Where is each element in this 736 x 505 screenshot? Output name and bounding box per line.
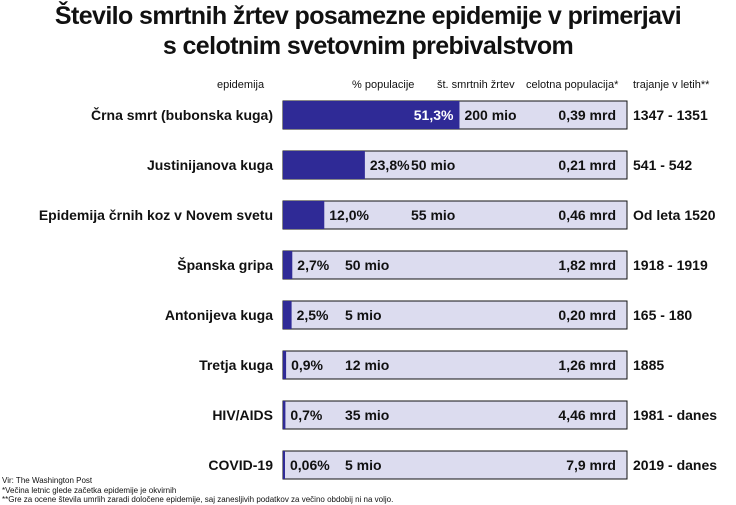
deaths-label: 35 mio	[345, 407, 389, 423]
percent-label: 0,06%	[290, 457, 330, 473]
source-note: Vir: The Washington Post	[2, 476, 93, 485]
percent-label: 0,7%	[290, 407, 322, 423]
category-label: Epidemija črnih koz v Novem svetu	[39, 207, 273, 223]
header-population: celotna populacija*	[526, 79, 619, 91]
footnote-1: *Večina letnic glede začetka epidemije j…	[2, 486, 177, 495]
deaths-label: 12 mio	[345, 357, 389, 373]
bar-fill	[283, 451, 285, 479]
percent-label: 23,8%	[370, 157, 410, 173]
deaths-label: 5 mio	[345, 307, 382, 323]
chart-title-line-2: s celotnim svetovnim prebivalstvom	[162, 32, 574, 60]
population-label: 7,9 mrd	[566, 457, 616, 473]
duration-label: 1918 - 1919	[633, 257, 708, 273]
population-label: 0,39 mrd	[558, 107, 616, 123]
category-label: Justinijanova kuga	[147, 157, 273, 173]
percent-label: 51,3%	[414, 107, 454, 123]
duration-label: 165 - 180	[633, 307, 692, 323]
deaths-label: 5 mio	[345, 457, 382, 473]
deaths-label: 55 mio	[411, 207, 455, 223]
percent-label: 0,9%	[291, 357, 323, 373]
category-label: Španska gripa	[177, 256, 273, 273]
header-epidemic: epidemija	[217, 79, 265, 91]
category-label: Tretja kuga	[199, 357, 273, 373]
bar-fill	[283, 251, 293, 279]
bar-fill	[283, 301, 292, 329]
bar-fill	[283, 351, 287, 379]
duration-label: 1347 - 1351	[633, 107, 708, 123]
bar-fill	[283, 101, 460, 129]
bar-background	[282, 400, 628, 430]
deaths-label: 50 mio	[411, 157, 455, 173]
deaths-label: 50 mio	[345, 257, 389, 273]
category-label: HIV/AIDS	[212, 407, 273, 423]
duration-label: 541 - 542	[633, 157, 692, 173]
category-label: COVID-19	[208, 457, 273, 473]
chart-title-line-1: Število smrtnih žrtev posamezne epidemij…	[54, 2, 682, 30]
footnote-2: **Gre za ocene števila umrlih zaradi dol…	[2, 495, 394, 504]
duration-label: 1981 - danes	[633, 407, 717, 423]
category-label: Črna smrt (bubonska kuga)	[91, 106, 273, 123]
deaths-label: 200 mio	[464, 107, 516, 123]
population-label: 1,82 mrd	[558, 257, 616, 273]
bar-fill	[283, 401, 286, 429]
population-label: 1,26 mrd	[558, 357, 616, 373]
bar-background	[282, 200, 628, 230]
header-duration: trajanje v letih**	[633, 79, 710, 91]
header-deaths: št. smrtnih žrtev	[437, 79, 515, 91]
category-label: Antonijeva kuga	[165, 307, 273, 323]
percent-label: 12,0%	[329, 207, 369, 223]
bar-fill	[283, 151, 365, 179]
duration-label: Od leta 1520	[633, 207, 716, 223]
header-percent: % populacije	[352, 79, 415, 91]
percent-label: 2,5%	[297, 307, 329, 323]
bar-fill	[283, 201, 325, 229]
population-label: 4,46 mrd	[558, 407, 616, 423]
percent-label: 2,7%	[297, 257, 329, 273]
population-label: 0,46 mrd	[558, 207, 616, 223]
duration-label: 2019 - danes	[633, 457, 717, 473]
bar-background	[282, 350, 628, 380]
bar-background	[282, 450, 628, 480]
duration-label: 1885	[633, 357, 664, 373]
population-label: 0,21 mrd	[558, 157, 616, 173]
population-label: 0,20 mrd	[558, 307, 616, 323]
